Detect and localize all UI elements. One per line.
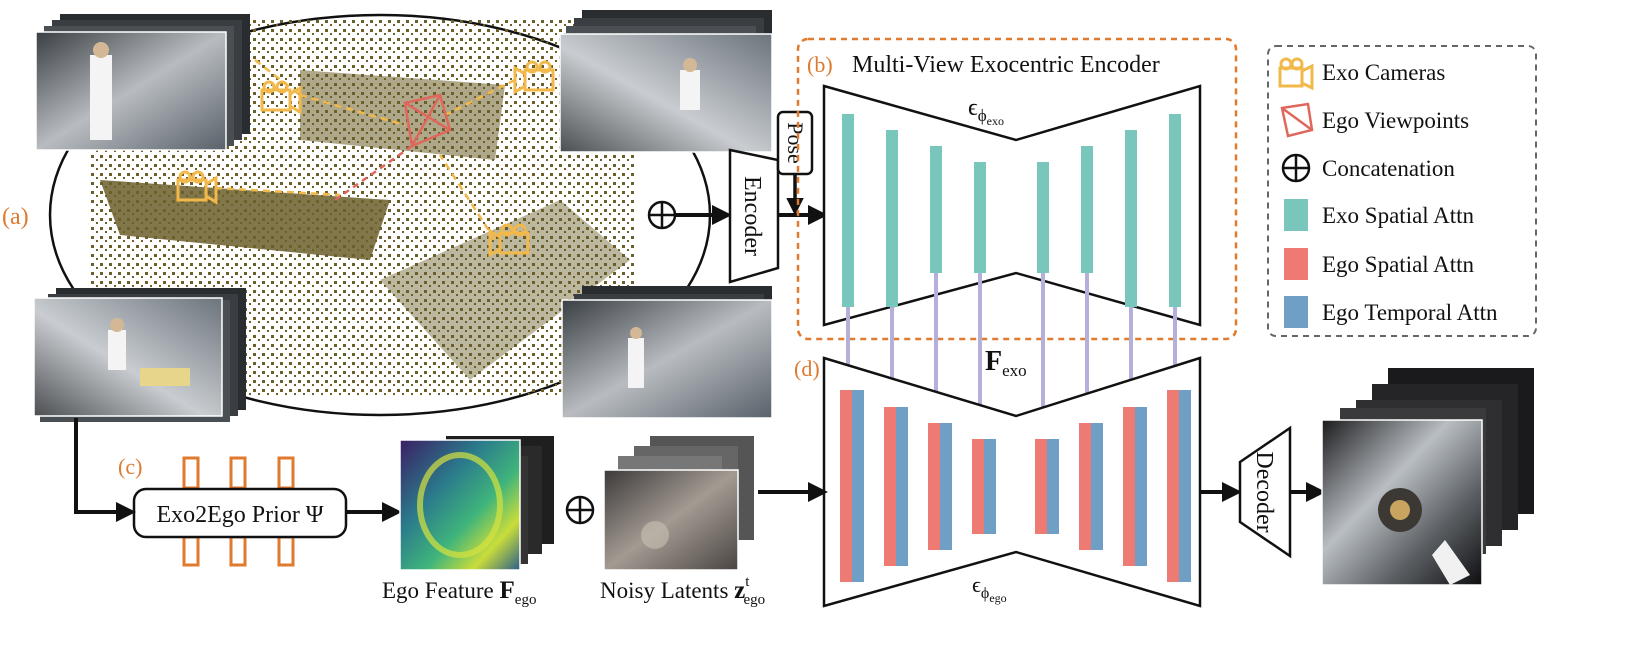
panel-label-d: (d) xyxy=(794,356,820,381)
encoder-block: Encoder xyxy=(728,148,780,284)
exo-spatial-attn-bar xyxy=(842,114,854,307)
legend-label-2: Concatenation xyxy=(1322,156,1455,181)
legend-label-1: Ego Viewpoints xyxy=(1322,108,1469,133)
epsilon-ego: ϵϕego xyxy=(972,572,1007,605)
ego-temporal-attn-bar xyxy=(1047,439,1059,534)
legend-label-4: Ego Spatial Attn xyxy=(1322,252,1475,277)
ego-spatial-attn-bar xyxy=(1123,407,1135,566)
epsilon-exo: ϵϕexo xyxy=(968,95,1004,128)
ego-temporal-attn-bar xyxy=(1179,390,1191,582)
exo-view-stack-bottom-right xyxy=(561,286,773,419)
exo-attn-bars xyxy=(842,114,1181,307)
oplus-icon xyxy=(565,495,595,525)
exo-view-stack-top-left xyxy=(35,14,250,151)
legend-swatch-exo-spatial xyxy=(1284,199,1308,231)
exo-encoder-title: Multi-View Exocentric Encoder xyxy=(852,52,1160,78)
ego-spatial-attn-bar xyxy=(884,407,896,566)
exo-spatial-attn-bar xyxy=(974,162,986,273)
exo-unet-shape xyxy=(822,84,1202,327)
exo-spatial-attn-bar xyxy=(886,130,898,307)
panel-label-b: (b) xyxy=(807,52,833,77)
ego-spatial-attn-bar xyxy=(972,439,984,534)
ego-temporal-attn-bar xyxy=(896,407,908,566)
camera-icon xyxy=(1278,57,1314,91)
ego-feature-maps xyxy=(399,436,554,571)
ego-spatial-attn-bar xyxy=(1079,423,1091,550)
exo-view-stack-top-right xyxy=(559,10,773,153)
ego-temporal-attn-bar xyxy=(940,423,952,550)
exo-view-stack-bottom-left xyxy=(33,288,246,422)
pose-box: Pose xyxy=(776,110,814,176)
camera-icon xyxy=(513,60,555,95)
ego-temporal-attn-bar xyxy=(852,390,864,582)
ego-attn-bars xyxy=(840,390,1191,582)
prior-label: Exo2Ego Prior Ψ xyxy=(156,502,323,528)
exo-spatial-attn-bar xyxy=(1169,114,1181,307)
decoder-block: Decoder xyxy=(1238,425,1292,559)
arrow-images-to-prior xyxy=(74,418,136,522)
legend-label-3: Exo Spatial Attn xyxy=(1322,203,1475,228)
panel-label-a: (a) xyxy=(2,204,29,230)
encoder-label: Encoder xyxy=(739,176,765,256)
exo-encoder-frame xyxy=(796,37,1238,341)
ego-temporal-attn-bar xyxy=(1091,423,1103,550)
pose-label: Pose xyxy=(783,122,808,164)
ego-spatial-attn-bar xyxy=(1167,390,1179,582)
point-cloud-counter xyxy=(300,70,505,160)
exo-spatial-attn-bar xyxy=(1125,130,1137,307)
noisy-latents-label: Noisy Latents zt ego xyxy=(600,574,765,608)
ego-temporal-attn-bar xyxy=(984,439,996,534)
camera-icon xyxy=(260,80,302,115)
camera-icon xyxy=(488,223,530,258)
ego-ray xyxy=(334,144,413,202)
ego-spatial-attn-bar xyxy=(1035,439,1047,534)
oplus-icon xyxy=(1281,153,1311,183)
camera-rays xyxy=(214,59,516,241)
frustum-icon xyxy=(403,93,452,148)
panel-label-c: (c) xyxy=(118,454,142,479)
ego-unet-shape xyxy=(822,356,1202,608)
noisy-latents xyxy=(603,436,754,571)
scene-panel: (a) xyxy=(2,10,773,422)
legend-label-0: Exo Cameras xyxy=(1322,60,1445,85)
ego-spatial-attn-bar xyxy=(928,423,940,550)
point-cloud-tabletop xyxy=(100,180,390,260)
exo-spatial-attn-bar xyxy=(930,146,942,273)
f-exo-label: Fexo xyxy=(985,346,1027,380)
exo-spatial-attn-bar xyxy=(1081,146,1093,273)
point-cloud-floor xyxy=(380,200,630,380)
ego-spatial-attn-bar xyxy=(840,390,852,582)
ego-temporal-attn-bar xyxy=(1135,407,1147,566)
ego-feature-label: Ego Feature Fego xyxy=(382,577,536,608)
camera-icon xyxy=(176,170,218,205)
oplus-icon xyxy=(647,200,677,230)
legend-swatch-ego-spatial xyxy=(1284,248,1308,280)
legend: Exo Cameras Ego Viewpoints Concatenation… xyxy=(1278,57,1498,328)
legend-box xyxy=(1267,45,1537,337)
decoder-label: Decoder xyxy=(1251,451,1277,532)
legend-swatch-ego-temporal xyxy=(1284,296,1308,328)
ego-output-frames xyxy=(1321,368,1534,586)
frustum-icon xyxy=(1280,102,1314,138)
legend-label-5: Ego Temporal Attn xyxy=(1322,300,1498,325)
exo-spatial-attn-bar xyxy=(1037,162,1049,273)
